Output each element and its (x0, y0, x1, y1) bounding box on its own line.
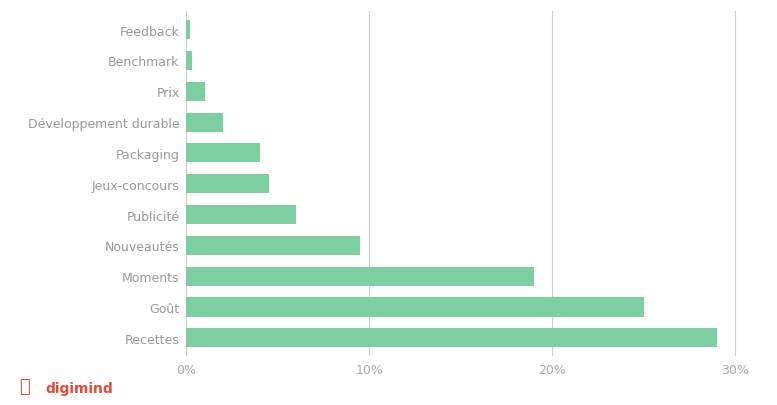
Bar (186, 236, 361, 255)
Bar (186, 83, 205, 102)
Bar (186, 21, 190, 40)
Text: ⓓ: ⓓ (19, 377, 30, 395)
Text: digimind: digimind (45, 381, 113, 395)
Bar (186, 267, 534, 286)
Bar (186, 113, 223, 132)
Bar (186, 144, 260, 163)
Bar (186, 52, 192, 71)
Bar (186, 175, 269, 194)
Bar (186, 298, 644, 317)
Bar (186, 328, 717, 347)
Bar (186, 205, 296, 224)
